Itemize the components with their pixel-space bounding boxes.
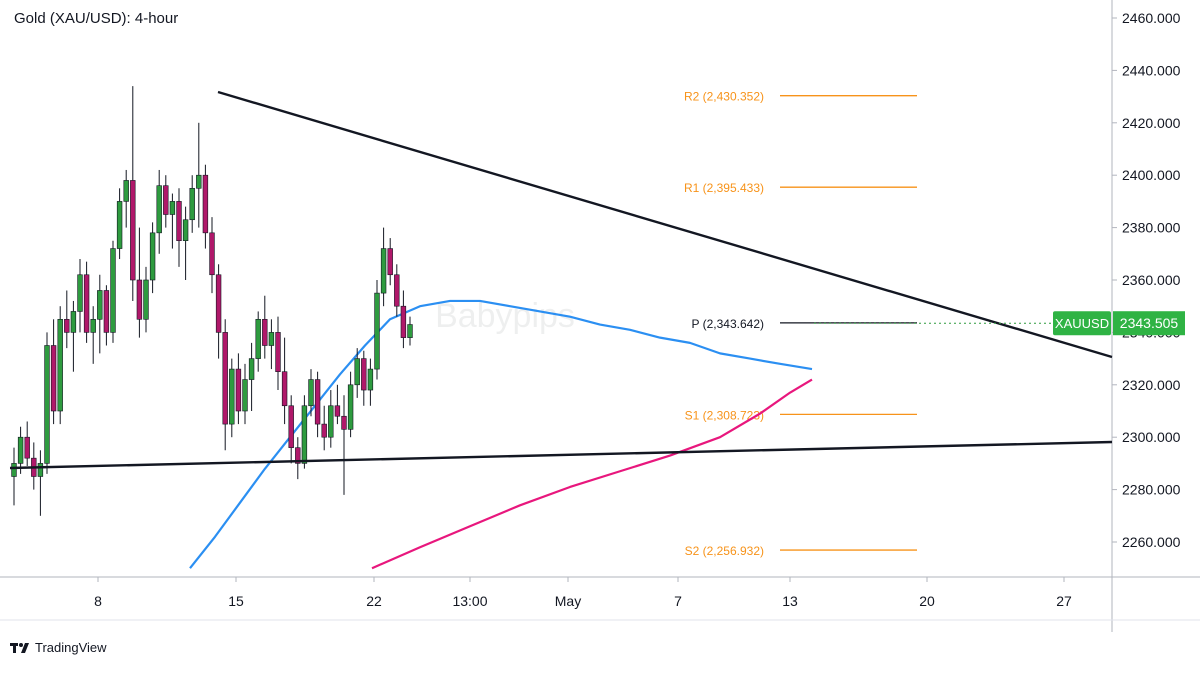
symbol-badge-label: XAUUSD <box>1055 316 1109 331</box>
candle-down <box>202 174 209 234</box>
candle-up <box>90 318 96 333</box>
candle-up <box>189 188 195 221</box>
candle-up <box>248 358 255 380</box>
candle-down <box>222 332 228 425</box>
candle-down <box>387 248 393 276</box>
candle-up <box>123 180 129 202</box>
candle-up <box>407 324 413 338</box>
candle-down <box>64 318 70 333</box>
candle-up <box>44 345 50 464</box>
y-tick-label: 2440.000 <box>1122 62 1181 78</box>
candle-up <box>11 463 17 477</box>
candle-up <box>308 379 314 407</box>
x-tick-label: 22 <box>366 593 382 609</box>
candle-up <box>17 436 24 464</box>
x-tick-label: 7 <box>674 593 682 609</box>
candle-down <box>400 305 407 338</box>
candle-up <box>116 201 123 249</box>
y-tick-label: 2280.000 <box>1122 482 1181 498</box>
candle-down <box>341 415 347 430</box>
x-tick-label: 8 <box>94 593 102 609</box>
candle-up <box>328 405 334 438</box>
x-tick-label: May <box>555 593 581 609</box>
candle-up <box>57 318 63 412</box>
candle-down <box>163 185 169 215</box>
y-tick-label: 2360.000 <box>1122 272 1181 288</box>
y-tick-label: 2460.000 <box>1122 10 1181 26</box>
candle-up <box>169 201 176 215</box>
candle-down <box>50 345 57 412</box>
candle-down <box>295 447 301 464</box>
pivot-label-s2: S2 (2,256.932) <box>685 544 764 558</box>
candle-down <box>394 274 400 307</box>
trendline-upper <box>217 90 1113 359</box>
candle-up <box>374 292 380 370</box>
candle-down <box>215 274 222 333</box>
candle-up <box>77 274 83 312</box>
candle-up <box>347 384 354 430</box>
candle-down <box>103 290 110 333</box>
last-price-badge <box>1113 311 1185 336</box>
candle-down <box>262 318 268 346</box>
x-tick-label: 15 <box>228 593 244 609</box>
symbol-badge <box>1053 311 1111 336</box>
ma-line-100 <box>189 299 813 569</box>
y-tick-label: 2400.000 <box>1122 167 1181 183</box>
candle-down <box>83 274 90 333</box>
watermark: Babypips <box>435 297 575 335</box>
y-tick-label: 2300.000 <box>1122 429 1181 445</box>
candle-up <box>149 232 156 281</box>
candle-up <box>156 185 162 234</box>
candle-down <box>235 368 242 412</box>
pivot-label-r2: R2 (2,430.352) <box>684 90 764 104</box>
x-tick-label: 13:00 <box>452 593 487 609</box>
last-price-label: 2343.505 <box>1120 315 1179 331</box>
pivot-label-s1: S1 (2,308.723) <box>685 408 764 422</box>
candle-down <box>275 332 281 372</box>
candle-up <box>97 290 103 320</box>
pivot-label-r1: R1 (2,395.433) <box>684 181 764 195</box>
candle-down <box>314 379 321 425</box>
ma-line-200 <box>371 378 813 570</box>
candle-up <box>255 318 261 359</box>
candle-down <box>281 371 288 407</box>
candle-up <box>380 248 387 294</box>
x-tick-label: 20 <box>919 593 935 609</box>
y-tick-label: 2420.000 <box>1122 115 1181 131</box>
candle-down <box>334 405 341 417</box>
candle-up <box>242 379 248 412</box>
y-tick-label: 2260.000 <box>1122 534 1181 550</box>
candle-down <box>288 405 294 448</box>
candle-up <box>182 219 189 242</box>
candle-down <box>176 201 182 241</box>
candle-up <box>37 463 44 477</box>
price-chart[interactable]: Babypips 2460.000 2440.000 2420.000 2400.000… <box>0 0 1200 632</box>
x-tick-label: 13 <box>782 593 798 609</box>
candle-up <box>143 279 149 320</box>
candle-up <box>196 174 202 189</box>
candle-up <box>354 358 360 386</box>
tradingview-logo-icon <box>10 641 30 655</box>
candle-up <box>110 248 116 333</box>
tradingview-label: TradingView <box>35 640 107 655</box>
candle-down <box>136 279 143 320</box>
candle-down <box>209 232 215 276</box>
trendline-lower <box>9 440 1113 470</box>
y-tick-label: 2320.000 <box>1122 377 1181 393</box>
candle-up <box>301 405 308 464</box>
candle-up <box>367 368 374 391</box>
pivot-label-p: P (2,343.642) <box>692 317 765 331</box>
candle-up <box>70 311 77 333</box>
candle-up <box>268 332 275 346</box>
candle-down <box>24 436 30 459</box>
candle-down <box>321 423 327 438</box>
candle-down <box>361 358 367 391</box>
candle-up <box>229 368 235 425</box>
y-tick-label: 2380.000 <box>1122 220 1181 236</box>
tradingview-brand[interactable]: TradingView <box>10 640 107 655</box>
x-tick-label: 27 <box>1056 593 1072 609</box>
chart-title: Gold (XAU/USD): 4-hour <box>14 10 179 27</box>
candle-down <box>130 180 136 281</box>
